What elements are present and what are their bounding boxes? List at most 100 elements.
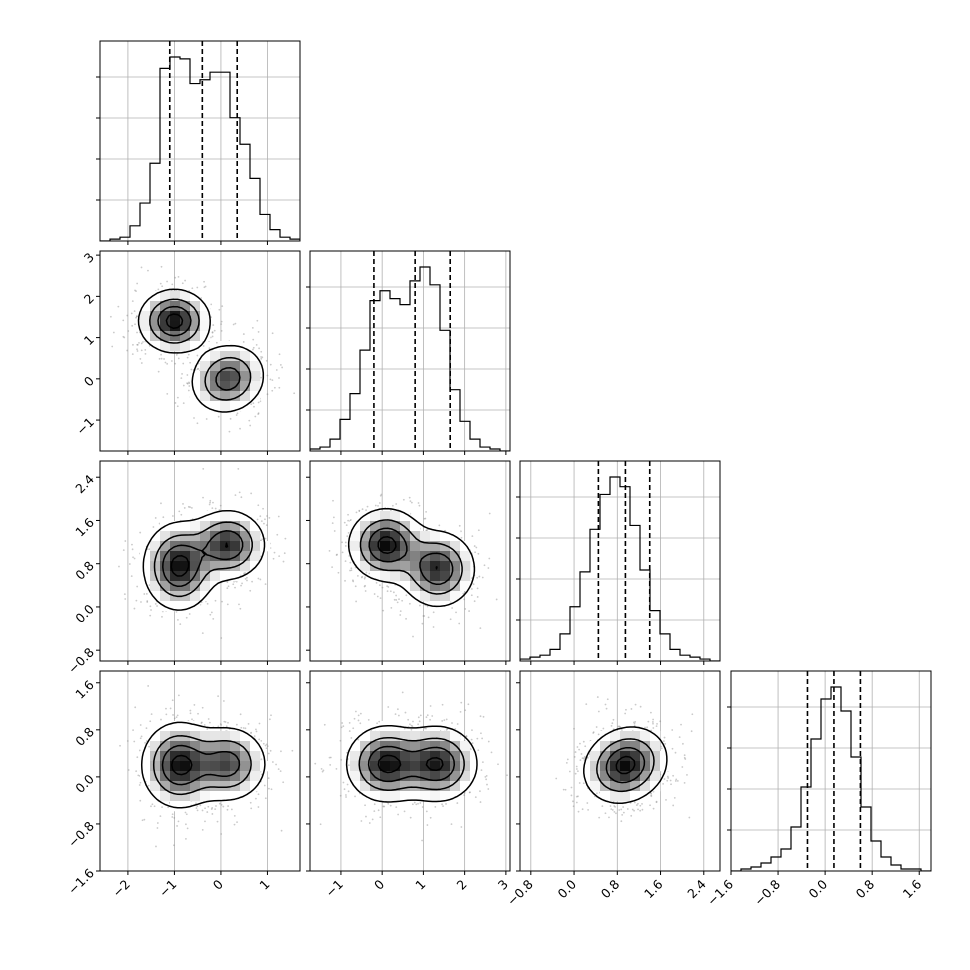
histogram-bin [540, 655, 550, 661]
density-cell [250, 771, 261, 782]
density-cell [170, 561, 181, 572]
density-cell [430, 591, 441, 602]
density-cell [160, 321, 171, 332]
density-cell [150, 761, 161, 772]
sample-point [363, 585, 366, 588]
sample-point [205, 418, 208, 420]
sample-point [189, 361, 192, 364]
density-cell [180, 301, 191, 312]
sample-point [395, 503, 398, 505]
sample-point [386, 585, 388, 588]
sample-point [156, 822, 159, 824]
sample-point [479, 790, 481, 793]
density-cell [400, 581, 411, 592]
sample-point [239, 607, 242, 610]
histogram-bin [480, 447, 490, 451]
sample-point [234, 322, 237, 325]
sample-point [355, 511, 358, 514]
sample-point [341, 541, 343, 544]
sample-point [251, 580, 253, 583]
sample-point [132, 343, 134, 346]
density-cell [150, 331, 161, 342]
density-cell [210, 571, 221, 582]
sample-point [280, 750, 282, 753]
sample-point [214, 808, 217, 811]
sample-point [141, 819, 144, 822]
sample-point [214, 507, 217, 510]
sample-point [470, 594, 473, 597]
sample-point [171, 283, 174, 286]
sample-point [164, 361, 167, 364]
sample-point [252, 348, 254, 351]
density-cell [160, 791, 171, 802]
sample-point [389, 804, 392, 807]
density-cell [230, 351, 241, 362]
density-cell [200, 551, 211, 562]
sample-point [223, 720, 226, 723]
sample-point [450, 823, 453, 826]
sample-point [412, 720, 414, 723]
density-cells [350, 511, 471, 612]
sample-point [209, 336, 212, 339]
sample-point [109, 315, 112, 318]
sample-point [487, 788, 490, 790]
sample-point [196, 805, 199, 808]
density-cell [360, 511, 371, 522]
sample-point [349, 561, 352, 564]
contour-line-2 [162, 530, 244, 588]
sample-point [211, 806, 214, 809]
histogram-bin [640, 570, 650, 661]
sample-point [227, 721, 229, 724]
sample-point [146, 600, 149, 602]
density-cell [400, 531, 411, 542]
sample-point [233, 814, 236, 817]
sample-point [136, 756, 139, 759]
sample-point [251, 326, 254, 329]
sample-point [278, 555, 281, 558]
sample-point [197, 367, 200, 370]
sample-point [139, 781, 142, 784]
sample-point [135, 770, 138, 773]
sample-point [257, 331, 260, 333]
sample-point [208, 503, 211, 506]
density-cell [370, 521, 381, 532]
density-cell [210, 381, 221, 392]
sample-point [283, 552, 286, 555]
sample-point [180, 377, 183, 380]
sample-point [189, 709, 192, 712]
density-cell [210, 361, 221, 372]
density-cell [420, 561, 431, 572]
sample-point [470, 738, 473, 741]
sample-point [399, 610, 402, 613]
density-cell [190, 531, 201, 542]
density-cell [450, 541, 461, 552]
sample-point [347, 764, 350, 767]
sample-point [159, 282, 162, 285]
density-cell [460, 561, 471, 572]
sample-point [409, 723, 411, 726]
sample-point [373, 803, 376, 806]
sample-point [157, 370, 160, 373]
sample-point [176, 714, 179, 717]
sample-point [260, 539, 262, 542]
sample-point [182, 402, 185, 405]
sample-point [140, 601, 142, 603]
sample-point [427, 616, 430, 619]
sample-point [460, 701, 463, 704]
sample-point [271, 332, 274, 335]
density-cell [150, 311, 161, 322]
sample-point [140, 735, 143, 738]
sample-point [486, 783, 488, 786]
sample-point [255, 797, 257, 800]
density-cell [220, 551, 231, 562]
density-cell [150, 541, 161, 552]
density-cell [460, 581, 471, 592]
sample-point [278, 386, 281, 389]
density-cell [170, 601, 181, 612]
sample-point [156, 827, 159, 829]
sample-point [265, 524, 268, 527]
density-cell [370, 531, 381, 542]
density-cell [220, 561, 231, 572]
sample-point [219, 723, 222, 725]
histogram-bin [420, 267, 430, 451]
